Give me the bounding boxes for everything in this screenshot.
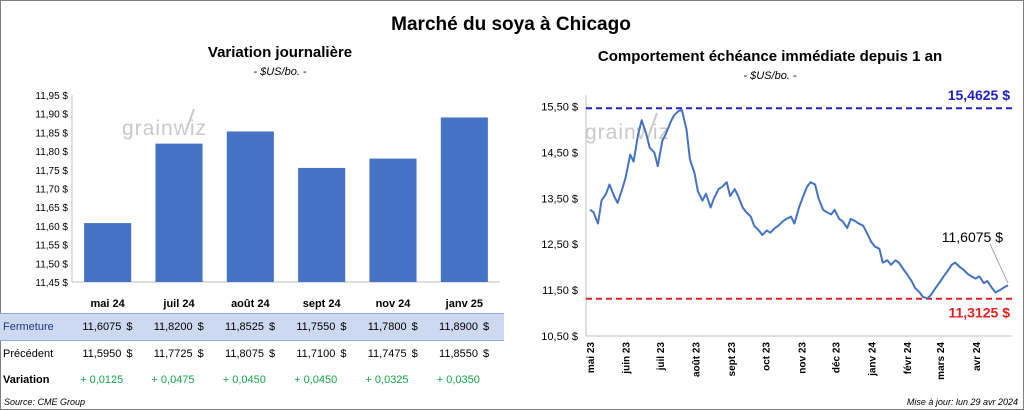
y-tick-label: 11,70 $ xyxy=(35,185,68,196)
y-tick-label: 11,80 $ xyxy=(35,147,68,158)
table-cell: 11,8900 xyxy=(439,321,478,333)
table-cell: 11,8200 xyxy=(153,321,193,333)
currency-symbol: $ xyxy=(126,321,133,333)
y-tick-label: 11,75 $ xyxy=(35,166,68,177)
y-tick-label: 12,50 $ xyxy=(541,239,578,251)
high-reference-label: 15,4625 $ xyxy=(948,87,1010,103)
currency-symbol: $ xyxy=(269,321,276,333)
x-tick-label: août 23 xyxy=(692,342,703,377)
page-title: Marché du soya à Chicago xyxy=(391,14,631,35)
table-cell: 11,6075 xyxy=(82,321,122,333)
y-tick-label: 13,50 $ xyxy=(541,193,578,205)
daily-variation-bar-chart: 11,45 $ 11,50 $ 11,55 $ 11,60 $ 11,65 $ 11,70… xyxy=(35,91,500,310)
price-series-line xyxy=(589,109,1009,300)
front-month-line-chart: 10,50 $ 11,50 $ 12,50 $ 13,50 $ 14,50 $ 15,50… xyxy=(541,87,1012,380)
left-chart-title: Variation journalière xyxy=(207,44,353,61)
x-tick-label: janv 24 xyxy=(867,342,878,377)
x-tick-label: mars 24 xyxy=(936,342,947,380)
row-label: Variation xyxy=(3,374,50,386)
source-note: Source: CME Group xyxy=(4,397,86,407)
bar xyxy=(298,167,346,282)
table-cell: 11,7725 xyxy=(153,348,193,360)
left-chart-subtitle: - $US/bo. - xyxy=(253,66,307,78)
table-cell: 11,7550 xyxy=(296,321,336,333)
table-cell: 11,7800 xyxy=(367,321,407,333)
x-tick-label: juil 24 xyxy=(162,298,195,310)
x-tick-label: nov 23 xyxy=(797,342,808,374)
row-label: Fermeture xyxy=(3,321,54,333)
y-tick-label: 11,50 $ xyxy=(35,259,68,270)
bar xyxy=(226,131,274,282)
currency-symbol: $ xyxy=(197,348,204,360)
table-cell: + 0,0350 xyxy=(436,374,480,386)
watermark-mark xyxy=(185,108,195,132)
y-tick-label: 11,65 $ xyxy=(35,203,68,214)
bar xyxy=(369,158,417,282)
currency-symbol: $ xyxy=(411,348,418,360)
x-tick-label: juil 23 xyxy=(656,342,667,372)
x-tick-label: oct 23 xyxy=(762,342,773,371)
table-cell: 11,8525 xyxy=(225,321,264,333)
table-cell: 11,7100 xyxy=(296,348,336,360)
bar xyxy=(440,117,488,282)
low-reference-label: 11,3125 $ xyxy=(948,305,1010,321)
x-tick-label: août 24 xyxy=(231,298,270,310)
y-tick-label: 15,50 $ xyxy=(541,101,578,113)
y-tick-label: 10,50 $ xyxy=(541,331,578,343)
currency-symbol: $ xyxy=(483,321,490,333)
table-cell: 11,7475 xyxy=(367,348,407,360)
left-watermark: grainwiz xyxy=(122,108,207,140)
watermark-text: grainwiz xyxy=(585,121,670,144)
previous-row: Précédent $11,5950 $11,7725 $11,8075 $11,710… xyxy=(0,341,504,367)
x-tick-label: mai 23 xyxy=(586,342,597,374)
table-cell: + 0,0450 xyxy=(294,374,338,386)
table-cell: + 0,0125 xyxy=(80,374,124,386)
annotation-leader xyxy=(989,243,1009,284)
right-watermark: grainwiz xyxy=(585,112,670,144)
y-tick-label: 11,95 $ xyxy=(35,91,68,102)
variation-row: Variation + 0,0125 + 0,0475 + 0,0450 + 0,045… xyxy=(0,367,504,393)
watermark-text: grainwiz xyxy=(122,117,207,140)
y-tick-label: 11,55 $ xyxy=(35,241,68,252)
y-tick-label: 14,50 $ xyxy=(541,147,578,159)
x-tick-label: janv 25 xyxy=(445,298,483,310)
x-tick-label: avr 24 xyxy=(972,342,983,371)
x-tick-label: févr 24 xyxy=(903,342,914,375)
bar xyxy=(84,223,132,282)
currency-symbol: $ xyxy=(126,348,133,360)
table-cell: 11,5950 xyxy=(82,348,122,360)
table-cell: + 0,0475 xyxy=(151,374,195,386)
watermark-mark xyxy=(648,112,658,136)
table-cell: 11,8550 xyxy=(439,348,478,360)
currency-symbol: $ xyxy=(197,321,204,333)
y-tick-label: 11,50 $ xyxy=(542,285,578,297)
last-price-annotation: 11,6075 $ xyxy=(942,229,1003,245)
table-cell: + 0,0325 xyxy=(365,374,409,386)
update-note: Mise à jour: lun 29 avr 2024 xyxy=(906,397,1018,407)
x-tick-label: sept 23 xyxy=(727,342,738,377)
right-chart-subtitle: - $US/bo. - xyxy=(743,70,797,82)
y-tick-label: 11,85 $ xyxy=(35,128,68,139)
y-tick-label: 11,60 $ xyxy=(35,222,68,233)
currency-symbol: $ xyxy=(269,348,276,360)
closing-row: Fermeture $11,6075 $11,8200 $11,8525 $11,755… xyxy=(0,313,504,341)
x-tick-label: nov 24 xyxy=(376,298,412,310)
bar xyxy=(155,143,203,282)
currency-symbol: $ xyxy=(340,348,347,360)
row-label: Précédent xyxy=(3,348,54,360)
currency-symbol: $ xyxy=(411,321,418,333)
x-tick-label: déc 23 xyxy=(832,342,843,374)
table-cell: 11,8075 xyxy=(225,348,264,360)
x-tick-label: juin 23 xyxy=(622,342,633,375)
y-tick-label: 11,90 $ xyxy=(35,110,68,121)
table-cell: + 0,0450 xyxy=(222,374,266,386)
x-tick-label: mai 24 xyxy=(91,298,126,310)
right-chart-title: Comportement échéance immédiate depuis 1… xyxy=(597,48,943,65)
currency-symbol: $ xyxy=(483,348,490,360)
currency-symbol: $ xyxy=(340,321,347,333)
y-tick-label: 11,45 $ xyxy=(35,278,68,289)
x-tick-label: sept 24 xyxy=(303,298,342,310)
